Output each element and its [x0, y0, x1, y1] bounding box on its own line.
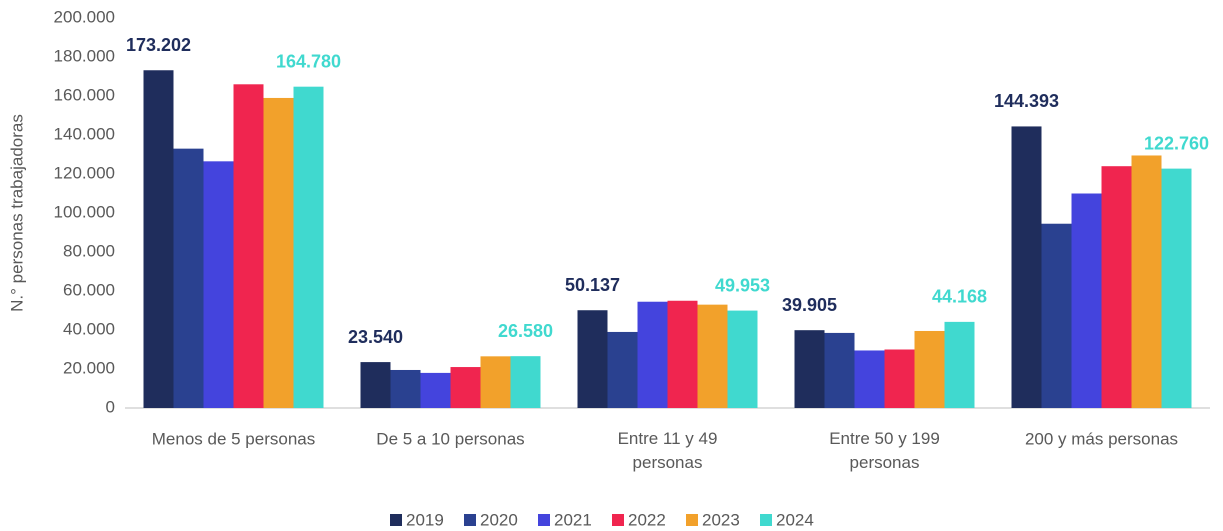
legend-label: 2021 — [554, 510, 592, 529]
legend-label: 2022 — [628, 510, 666, 529]
bar — [577, 310, 608, 408]
bar — [884, 349, 915, 408]
value-label: 144.393 — [994, 91, 1059, 111]
legend-swatch — [760, 514, 772, 526]
bar — [203, 161, 234, 408]
value-label: 39.905 — [782, 295, 837, 315]
y-tick-label: 140.000 — [54, 124, 115, 143]
bar — [697, 304, 728, 408]
bar — [390, 369, 421, 408]
value-label: 23.540 — [348, 327, 403, 347]
legend-swatch — [538, 514, 550, 526]
legend-swatch — [612, 514, 624, 526]
value-label: 26.580 — [498, 321, 553, 341]
y-tick-label: 80.000 — [63, 241, 115, 260]
bar — [1011, 126, 1042, 408]
x-tick-label: 200 y más personas — [1025, 429, 1178, 448]
bar — [727, 310, 758, 408]
value-label: 44.168 — [932, 287, 987, 307]
y-tick-label: 160.000 — [54, 85, 115, 104]
bar — [360, 362, 391, 408]
legend-label: 2020 — [480, 510, 518, 529]
value-label: 164.780 — [276, 51, 341, 71]
bar — [293, 86, 324, 408]
bar — [914, 330, 945, 408]
legend-swatch — [464, 514, 476, 526]
y-tick-label: 200.000 — [54, 7, 115, 26]
legend-label: 2019 — [406, 510, 444, 529]
bar — [1071, 193, 1102, 408]
bar — [143, 70, 174, 408]
value-label: 50.137 — [565, 275, 620, 295]
bar — [824, 332, 855, 408]
bar — [667, 300, 698, 408]
y-tick-label: 0 — [106, 397, 115, 416]
legend-swatch — [390, 514, 402, 526]
x-tick-label: Menos de 5 personas — [152, 429, 316, 448]
bar — [1101, 166, 1132, 408]
y-tick-label: 180.000 — [54, 46, 115, 65]
bar — [173, 148, 204, 408]
bar — [233, 84, 264, 409]
bar — [794, 330, 825, 408]
bar — [944, 321, 975, 408]
value-label: 49.953 — [715, 275, 770, 295]
bar — [263, 97, 294, 408]
value-label: 122.760 — [1144, 133, 1209, 153]
legend-label: 2023 — [702, 510, 740, 529]
bar — [510, 356, 541, 408]
y-tick-label: 100.000 — [54, 202, 115, 221]
y-tick-label: 40.000 — [63, 319, 115, 338]
y-tick-label: 20.000 — [63, 358, 115, 377]
bar — [450, 367, 481, 408]
bar — [607, 331, 638, 408]
bar — [1131, 155, 1162, 408]
bar — [1041, 223, 1072, 408]
legend-label: 2024 — [776, 510, 814, 529]
y-tick-label: 120.000 — [54, 163, 115, 182]
value-label: 173.202 — [126, 35, 191, 55]
y-axis-title: N.° personas trabajadoras — [7, 114, 26, 312]
bar — [480, 356, 511, 408]
legend-swatch — [686, 514, 698, 526]
x-tick-label: Entre 11 y 49 personas — [618, 429, 718, 472]
bar — [420, 372, 451, 408]
x-tick-label: De 5 a 10 personas — [376, 429, 524, 448]
bar — [854, 350, 885, 408]
bar — [637, 301, 668, 408]
bar — [1161, 168, 1192, 408]
x-tick-label: Entre 50 y 199 personas — [829, 429, 940, 472]
y-tick-label: 60.000 — [63, 280, 115, 299]
